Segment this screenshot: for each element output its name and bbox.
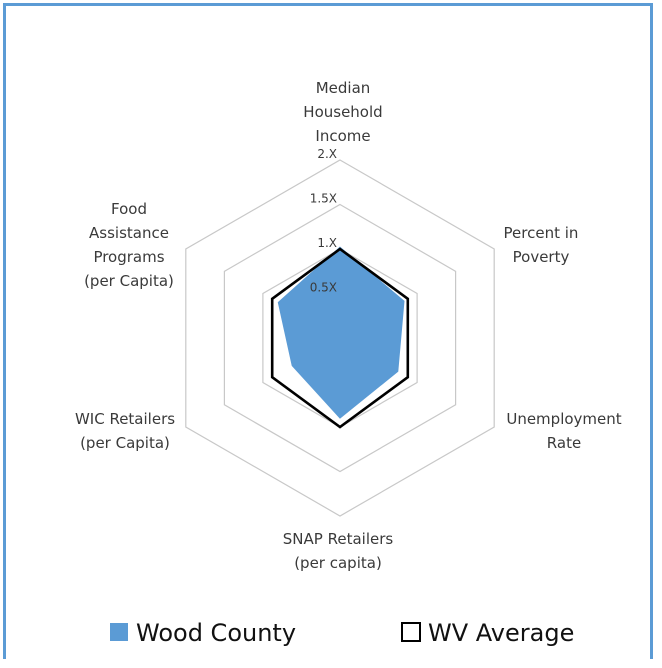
tick-label: 2.X bbox=[317, 147, 337, 161]
tick-label: 0.5X bbox=[310, 281, 337, 295]
series-wood-county bbox=[277, 246, 405, 419]
grid-ring-3 bbox=[223, 203, 457, 473]
series-wv-average bbox=[270, 247, 410, 429]
tick-label: 1.5X bbox=[310, 192, 337, 206]
axis-label-5: WIC Retailers (per Capita) bbox=[75, 410, 175, 452]
tick-label: 1.X bbox=[317, 236, 337, 250]
tick-labels: 0.5X 1.X 1.5X 2.X bbox=[310, 147, 337, 295]
axis-label-6: Food Assistance Programs (per Capita) bbox=[84, 200, 174, 290]
legend-swatch bbox=[110, 623, 128, 641]
legend-swatch bbox=[401, 622, 421, 642]
grid-ring-4 bbox=[185, 159, 495, 517]
axis-label-1: Median Household Income bbox=[303, 79, 382, 145]
axis-label-3: Unemployment Rate bbox=[506, 410, 621, 452]
series-layer bbox=[270, 246, 410, 429]
axis-label-4: SNAP Retailers (per capita) bbox=[283, 530, 394, 572]
legend-label: Wood County bbox=[136, 619, 296, 647]
legend-label: WV Average bbox=[428, 619, 574, 647]
legend: Wood County WV Average bbox=[110, 619, 574, 647]
axis-label-2: Percent in Poverty bbox=[504, 224, 579, 266]
axis-labels: Median Household Income Percent in Poverty Un… bbox=[75, 79, 622, 572]
